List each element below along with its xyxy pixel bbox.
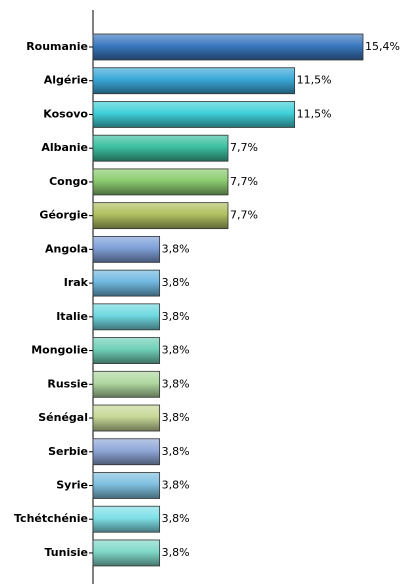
- bar: [92, 235, 161, 263]
- value-label: 7,7%: [230, 141, 258, 154]
- y-tick-label: Congo: [49, 175, 88, 188]
- value-label: 7,7%: [230, 209, 258, 222]
- bar: [92, 202, 229, 230]
- value-label: 3,8%: [162, 242, 190, 255]
- value-label: 3,8%: [162, 310, 190, 323]
- bar: [92, 370, 161, 398]
- y-tick-label: Albanie: [41, 141, 88, 154]
- value-label: 3,8%: [162, 276, 190, 289]
- y-tick-label: Kosovo: [43, 107, 88, 120]
- bar: [92, 505, 161, 533]
- y-tick-label: Roumanie: [26, 40, 88, 53]
- bar: [92, 303, 161, 331]
- bar: [92, 438, 161, 466]
- bar: [92, 134, 229, 162]
- bar: [92, 33, 364, 61]
- bar: [92, 101, 296, 128]
- y-tick-label: Serbie: [48, 445, 88, 458]
- y-tick-label: Géorgie: [39, 209, 88, 222]
- y-tick-label: Russie: [47, 377, 88, 390]
- y-tick-label: Angola: [45, 242, 88, 255]
- value-label: 3,8%: [162, 344, 190, 357]
- y-tick-label: Tunisie: [44, 546, 88, 559]
- value-label: 11,5%: [297, 74, 332, 87]
- y-tick-label: Mongolie: [31, 344, 88, 357]
- bar: [92, 168, 229, 196]
- value-label: 3,8%: [162, 512, 190, 525]
- value-label: 3,8%: [162, 445, 190, 458]
- bar: [92, 404, 161, 432]
- y-tick-label: Italie: [56, 310, 88, 323]
- bar: [92, 67, 296, 95]
- y-tick-label: Tchétchénie: [14, 512, 88, 525]
- bar: [92, 472, 161, 499]
- value-label: 3,8%: [162, 478, 190, 491]
- value-label: 3,8%: [162, 411, 190, 424]
- y-tick-label: Syrie: [56, 478, 88, 491]
- y-tick-label: Irak: [64, 276, 89, 289]
- value-label: 15,4%: [365, 40, 400, 53]
- value-label: 7,7%: [230, 175, 258, 188]
- value-label: 3,8%: [162, 546, 190, 559]
- y-tick-label: Sénégal: [38, 411, 88, 424]
- bar: [92, 337, 161, 364]
- y-tick-label: Algérie: [44, 74, 88, 87]
- value-label: 3,8%: [162, 377, 190, 390]
- bar: [92, 269, 161, 297]
- bar: [92, 539, 161, 567]
- value-label: 11,5%: [297, 107, 332, 120]
